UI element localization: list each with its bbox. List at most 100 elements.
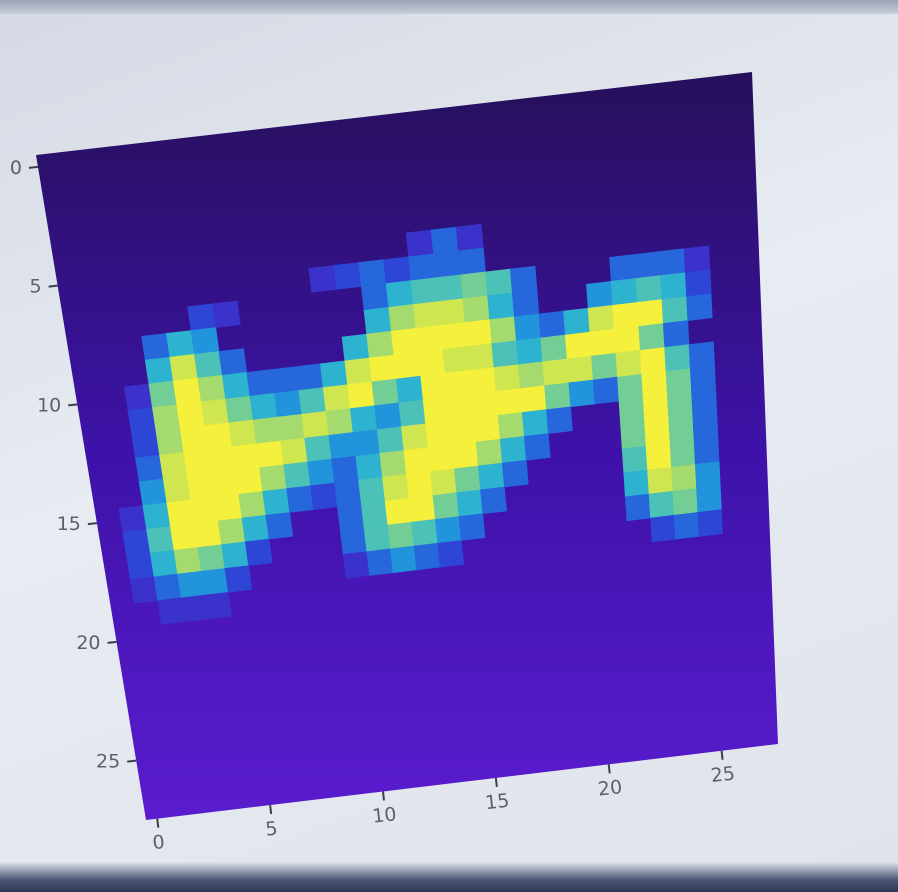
x-tick-label: 25 bbox=[710, 763, 736, 787]
heatmap-cell bbox=[390, 545, 417, 574]
heatmap-cell bbox=[274, 390, 303, 418]
heatmap-cell bbox=[469, 367, 497, 395]
heatmap-cell bbox=[460, 271, 488, 300]
heatmap-cell bbox=[660, 272, 687, 300]
heatmap-cell bbox=[221, 541, 249, 569]
heatmap-cell bbox=[235, 467, 264, 495]
heatmap-cell bbox=[671, 464, 697, 492]
heatmap-cell bbox=[342, 551, 370, 579]
heatmap-cell bbox=[662, 320, 690, 348]
heatmap-cell bbox=[519, 385, 547, 413]
heatmap-cell bbox=[493, 364, 521, 392]
heatmap-cell bbox=[422, 396, 451, 425]
heatmap-cell bbox=[358, 476, 386, 505]
heatmap-cell bbox=[406, 471, 434, 499]
x-tick-mark bbox=[720, 750, 724, 760]
y-tick-label: 0 bbox=[10, 157, 22, 179]
heatmap-cell bbox=[434, 516, 462, 544]
heatmap-cell bbox=[489, 316, 517, 344]
heatmap-cell bbox=[458, 247, 486, 276]
heatmap-cell bbox=[624, 493, 651, 522]
heatmap-cell bbox=[568, 379, 596, 408]
heatmap-cell bbox=[444, 370, 473, 398]
heatmap-cell bbox=[123, 383, 153, 411]
heatmap-cell bbox=[435, 274, 464, 302]
y-tick-mark bbox=[48, 284, 58, 288]
heatmap-cell bbox=[621, 445, 648, 474]
heatmap-cell bbox=[211, 470, 240, 498]
heatmap-cell bbox=[246, 369, 275, 397]
heatmap-cell bbox=[366, 330, 395, 359]
heatmap-cell bbox=[432, 492, 460, 520]
heatmap-cell bbox=[544, 382, 571, 410]
heatmap-cell bbox=[442, 346, 470, 374]
heatmap-cell bbox=[485, 268, 513, 297]
heatmap-cell bbox=[270, 366, 300, 394]
heatmap-cell bbox=[207, 446, 236, 474]
heatmap-cell bbox=[265, 512, 294, 540]
heatmap-cell bbox=[307, 458, 335, 487]
heatmap-cell bbox=[466, 343, 495, 371]
heatmap-cell bbox=[349, 405, 378, 433]
heatmap-cell bbox=[408, 495, 436, 523]
heatmap-cell bbox=[623, 469, 650, 498]
heatmap-cell bbox=[361, 283, 390, 311]
heatmap-cell bbox=[366, 548, 394, 576]
axis-ticks: 0 5 10 15 20 25 0 5 10 15 20 25 bbox=[10, 157, 736, 854]
y-tick-label: 15 bbox=[57, 513, 81, 535]
heatmap-cell bbox=[214, 493, 243, 522]
heatmap-cell bbox=[689, 365, 717, 393]
heatmap-cell bbox=[511, 289, 540, 318]
heatmap-cell bbox=[405, 229, 434, 258]
heatmap-cell bbox=[259, 464, 287, 492]
heatmap-cell bbox=[684, 269, 712, 297]
heatmap-cell bbox=[153, 573, 182, 601]
heatmap-cell bbox=[425, 420, 453, 449]
heatmap-cell bbox=[358, 259, 387, 287]
heatmap-cell bbox=[135, 454, 164, 483]
y-tick-label: 20 bbox=[76, 632, 100, 654]
heatmap-cell bbox=[667, 392, 694, 420]
heatmap-cell bbox=[471, 391, 499, 419]
heatmap-cell bbox=[241, 514, 270, 543]
heatmap-cell bbox=[587, 304, 615, 333]
heatmap-cell bbox=[173, 547, 202, 575]
heatmap-cell bbox=[224, 565, 253, 593]
heatmap-cell bbox=[165, 330, 195, 358]
heatmap-cell bbox=[325, 408, 354, 436]
heatmap-cell bbox=[176, 401, 205, 429]
heatmap-cell bbox=[650, 514, 676, 543]
heatmap-cell bbox=[613, 326, 641, 354]
y-tick-label: 25 bbox=[96, 751, 120, 773]
heatmap-cell bbox=[228, 419, 257, 447]
heatmap-cell bbox=[387, 521, 415, 550]
heatmap-cell bbox=[280, 437, 308, 466]
heatmap-cell bbox=[523, 433, 551, 461]
heatmap-cell bbox=[344, 357, 373, 386]
heatmap-cell bbox=[668, 416, 695, 444]
heatmap-cell bbox=[693, 437, 720, 465]
heatmap-cell bbox=[283, 461, 311, 489]
heatmap-cell bbox=[563, 307, 591, 336]
x-tick-mark bbox=[156, 818, 160, 828]
heatmap-cell bbox=[360, 500, 389, 529]
heatmap-cell bbox=[301, 411, 330, 439]
heatmap-cell bbox=[295, 363, 324, 391]
heatmap-cell bbox=[130, 576, 159, 604]
heatmap-cell bbox=[286, 485, 314, 513]
heatmap-cell bbox=[383, 256, 412, 284]
heatmap-cell bbox=[487, 292, 515, 321]
heatmap-cell bbox=[149, 549, 178, 578]
heatmap-cell bbox=[169, 353, 199, 382]
heatmap-cell bbox=[673, 512, 700, 540]
heatmap-cell bbox=[686, 293, 713, 321]
heatmap-cell bbox=[462, 295, 491, 323]
heatmap-cell bbox=[449, 417, 477, 446]
heatmap-cell bbox=[454, 465, 481, 494]
y-tick-mark bbox=[107, 640, 117, 644]
heatmap-cell bbox=[333, 262, 362, 290]
heatmap-cell bbox=[538, 310, 566, 339]
heatmap-cell bbox=[413, 542, 441, 571]
heatmap-cell bbox=[249, 392, 278, 421]
